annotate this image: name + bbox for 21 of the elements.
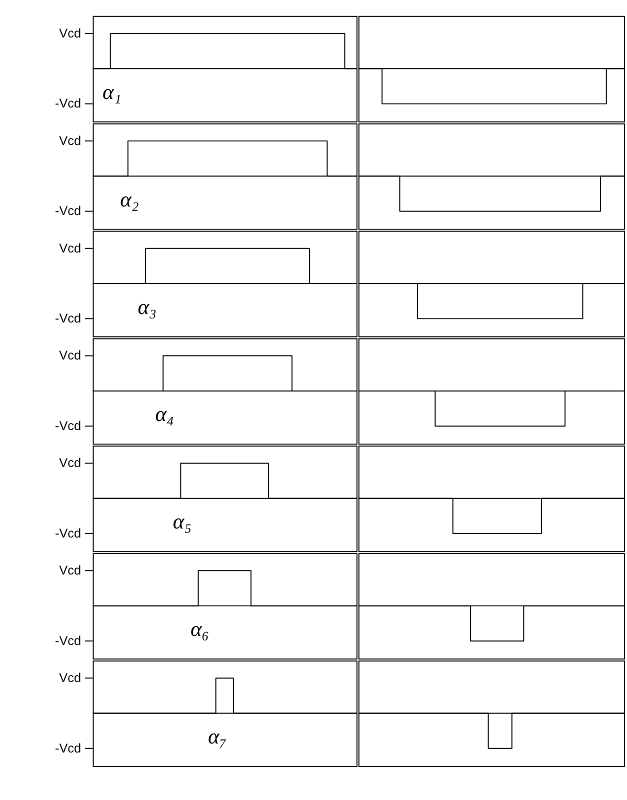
text: α₃ [138, 294, 156, 319]
text: -Vcd [54, 741, 82, 756]
text: Vcd [59, 26, 82, 40]
text: α₁ [102, 80, 122, 104]
text: α₅ [172, 510, 192, 534]
text: α₂ [120, 187, 139, 212]
text: α₆ [190, 617, 210, 642]
text: Vcd [59, 670, 82, 685]
text: α₄ [155, 402, 174, 426]
text: Vcd [59, 456, 82, 470]
text: -Vcd [54, 96, 82, 111]
text: -Vcd [54, 204, 82, 218]
text: Vcd [59, 134, 82, 148]
text: α₇ [208, 724, 227, 749]
text: Vcd [59, 564, 82, 578]
text: -Vcd [54, 312, 82, 326]
text: Vcd [59, 241, 82, 256]
text: -Vcd [54, 634, 82, 648]
text: Vcd [59, 348, 82, 363]
text: -Vcd [54, 526, 82, 540]
text: -Vcd [54, 419, 82, 434]
